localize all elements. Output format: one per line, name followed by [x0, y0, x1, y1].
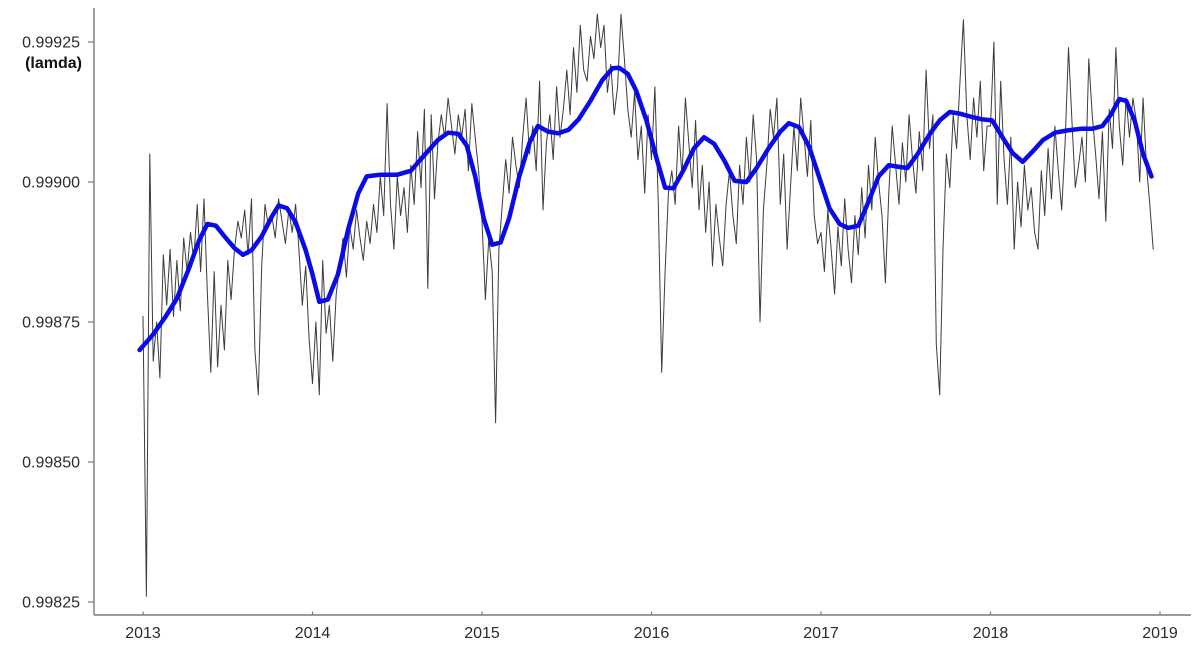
axes [88, 8, 1191, 616]
x-axis-tick-label: 2017 [803, 625, 839, 642]
y-axis-tick-label: 0.99825 [22, 595, 80, 612]
x-axis-tick-label: 2013 [125, 625, 161, 642]
y-axis-tick-label: 0.99900 [22, 175, 80, 192]
y-axis-tick-label: 0.99875 [22, 315, 80, 332]
x-axis-tick-label: 2016 [634, 625, 670, 642]
raw-series-line [142, 13, 1154, 597]
x-axis-tick-label: 2015 [464, 625, 500, 642]
x-axis-tick-label: 2018 [973, 625, 1009, 642]
series-lines [137, 13, 1154, 597]
x-axis-tick-label: 2014 [295, 625, 331, 642]
y-axis-title: (lamda) [25, 55, 82, 72]
y-axis-tick-label: 0.99850 [22, 455, 80, 472]
smoothed-trend-line [137, 65, 1154, 353]
x-axis-tick-label: 2019 [1142, 625, 1178, 642]
y-axis-tick-label: 0.99925 [22, 35, 80, 52]
axis-tick-labels: 0.99925 0.99900 0.99875 0.99850 0.99825 2013 2… [22, 35, 1178, 643]
